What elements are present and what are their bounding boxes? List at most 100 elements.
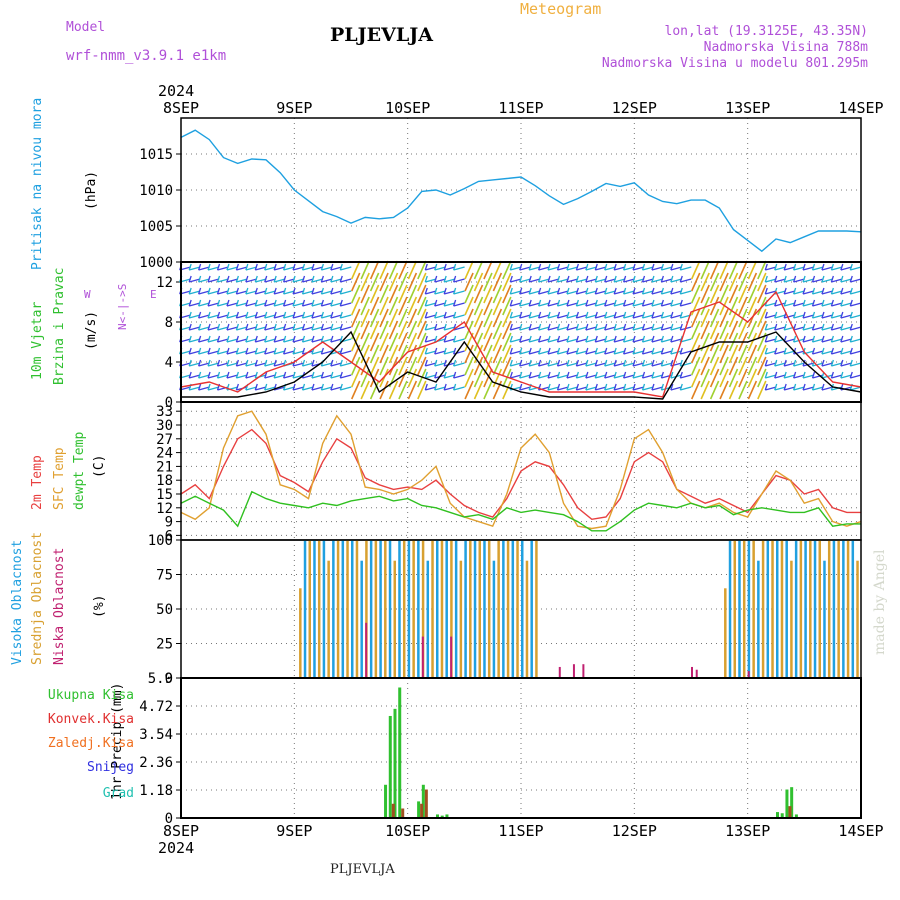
- cloud-bar: [525, 560, 529, 678]
- wind-barb: [388, 308, 399, 328]
- cloud-bar: [823, 560, 826, 678]
- wind-barb: [188, 338, 201, 343]
- wind-barb: [321, 290, 333, 295]
- wind-barb: [821, 290, 834, 295]
- wind-barb: [660, 287, 665, 295]
- wind-barb: [443, 278, 456, 283]
- wind-barb: [379, 380, 389, 400]
- altitude-label: Nadmorska Visina 788m: [703, 40, 868, 55]
- wind-barb: [452, 347, 457, 355]
- wind-barb: [198, 362, 210, 367]
- cloud-bar: [332, 540, 335, 678]
- y-tick-label: 50: [156, 602, 173, 618]
- wind-barb: [443, 374, 456, 379]
- wind-barb: [188, 374, 201, 379]
- wind-barb: [566, 374, 579, 379]
- wind-barb: [282, 323, 287, 331]
- wind-barb: [330, 350, 343, 355]
- wind-barb: [774, 311, 778, 319]
- wind-barb: [651, 278, 664, 283]
- wind-barb: [464, 272, 474, 292]
- wind-barb: [388, 344, 399, 364]
- wind-barb: [738, 320, 748, 340]
- wind-barb: [330, 311, 334, 319]
- wind-barb: [537, 323, 542, 331]
- wind-barb: [320, 311, 325, 319]
- wind-barb: [492, 308, 503, 328]
- wind-barb: [302, 362, 314, 367]
- wind-barb: [443, 350, 456, 355]
- y-tick-label: 1010: [139, 183, 173, 199]
- wind-barb: [566, 311, 570, 319]
- wind-barb: [793, 302, 805, 307]
- wind-barb: [764, 275, 768, 283]
- wind-barb: [350, 296, 361, 316]
- wind-barb: [264, 338, 276, 343]
- wind-barb: [283, 290, 295, 295]
- cloud-bar: [851, 540, 855, 678]
- wind-barb: [236, 338, 248, 343]
- wind-barb: [783, 338, 796, 343]
- wind-barb: [575, 323, 580, 331]
- wind-barb: [311, 287, 315, 295]
- wind-barb: [547, 326, 560, 331]
- wind-barb: [509, 299, 513, 307]
- wind-barb: [264, 323, 268, 331]
- wind-barb: [622, 383, 627, 391]
- wind-barb: [492, 284, 503, 304]
- wind-barb: [613, 278, 626, 283]
- wind-barb: [661, 386, 673, 391]
- cloud-bar: [506, 540, 510, 678]
- wind-barb: [273, 371, 277, 379]
- wind-barb: [407, 380, 418, 400]
- wind-barb: [217, 374, 229, 379]
- wind-barb: [443, 371, 447, 379]
- wind-barb: [547, 350, 560, 355]
- wind-barb: [330, 362, 343, 367]
- wind-barb: [236, 290, 248, 295]
- wind-barb: [207, 299, 211, 307]
- wind-barb: [379, 284, 389, 304]
- wind-barb: [207, 335, 211, 343]
- wind-barb: [783, 386, 796, 391]
- wind-barb: [613, 335, 617, 343]
- wind-barb: [538, 326, 550, 331]
- wind-barb: [700, 308, 710, 328]
- wind-barb: [622, 371, 627, 379]
- wind-barb: [519, 338, 531, 343]
- wind-barb: [302, 290, 314, 295]
- wind-barb: [330, 386, 343, 391]
- wind-barb: [594, 359, 598, 367]
- wind-barb: [623, 350, 635, 355]
- wind-barb: [443, 335, 447, 343]
- wind-barb: [811, 371, 816, 379]
- wind-barb: [604, 314, 616, 319]
- cloud-bar: [747, 540, 751, 678]
- wind-barb: [236, 326, 248, 331]
- wind-barb: [483, 296, 493, 316]
- wind-barb: [254, 287, 258, 295]
- wind-barb: [509, 311, 513, 319]
- wind-barb: [453, 338, 465, 343]
- wind-barb: [434, 359, 438, 367]
- wind-barb: [783, 290, 796, 295]
- cloud-bar: [464, 540, 467, 678]
- wind-barb: [604, 386, 616, 391]
- wind-barb: [537, 299, 542, 307]
- wind-barb: [398, 368, 408, 388]
- wind-barb: [330, 326, 343, 331]
- wind-barb: [604, 335, 608, 343]
- wind-barb: [690, 380, 701, 400]
- wind-barb: [320, 383, 325, 391]
- wind-barb: [217, 278, 229, 283]
- wind-barb: [849, 275, 853, 283]
- wind-barb: [556, 323, 561, 331]
- wind-barb: [641, 299, 646, 307]
- wind-barb: [188, 323, 192, 331]
- wind-barb: [417, 308, 427, 328]
- cloud-bar: [351, 540, 354, 678]
- wind-barb: [660, 323, 665, 331]
- wind-barb: [802, 311, 806, 319]
- wind-barb: [311, 311, 315, 319]
- wind-barb: [538, 338, 550, 343]
